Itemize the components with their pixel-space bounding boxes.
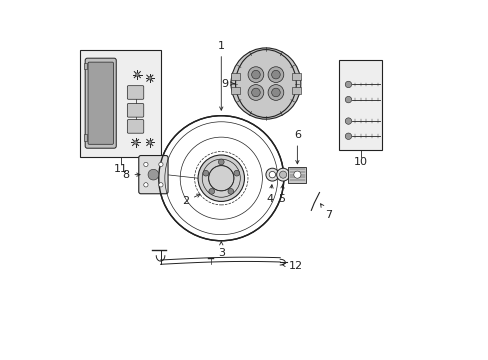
Circle shape [159,183,163,187]
Circle shape [135,73,139,76]
Circle shape [293,171,300,178]
Text: 9: 9 [221,78,234,89]
Bar [291,73,300,80]
Circle shape [345,81,351,87]
Bar [80,50,160,157]
Text: 5: 5 [278,185,285,203]
Circle shape [251,70,260,79]
Bar [288,167,305,183]
Circle shape [159,116,283,241]
Text: 3: 3 [217,242,224,258]
Text: 8: 8 [122,170,140,180]
Circle shape [271,70,280,79]
Text: 12: 12 [282,261,303,271]
Circle shape [345,118,351,124]
Circle shape [218,159,224,165]
Text: 7: 7 [320,204,331,220]
Text: 10: 10 [353,157,367,167]
Circle shape [134,141,137,144]
Circle shape [247,67,263,82]
Text: 4: 4 [266,185,273,203]
FancyBboxPatch shape [85,58,116,148]
Circle shape [198,155,244,202]
Bar [231,73,240,80]
Circle shape [208,189,214,194]
Circle shape [265,168,278,181]
FancyBboxPatch shape [88,62,113,144]
Circle shape [345,96,351,103]
Bar [84,134,87,141]
FancyBboxPatch shape [139,156,168,194]
Circle shape [159,162,163,167]
Circle shape [203,170,208,176]
Bar [291,87,300,94]
Bar [231,87,240,94]
Circle shape [148,141,151,144]
Circle shape [251,88,260,97]
Circle shape [267,67,283,82]
Circle shape [267,85,283,100]
FancyBboxPatch shape [127,86,143,99]
Circle shape [276,168,289,181]
Circle shape [247,85,263,100]
FancyBboxPatch shape [127,104,143,117]
Circle shape [143,183,148,187]
Text: 6: 6 [293,130,300,164]
Circle shape [345,133,351,139]
Circle shape [143,162,148,167]
Circle shape [148,169,159,180]
Circle shape [233,170,239,176]
Text: 2: 2 [182,194,200,206]
Circle shape [268,171,275,178]
Circle shape [279,171,286,178]
Circle shape [227,189,233,194]
FancyBboxPatch shape [127,120,143,133]
Bar [84,63,87,69]
Text: 11: 11 [114,164,128,174]
Text: 1: 1 [217,41,224,110]
Circle shape [271,88,280,97]
Ellipse shape [230,48,300,119]
Bar [339,60,381,150]
Circle shape [148,76,151,80]
